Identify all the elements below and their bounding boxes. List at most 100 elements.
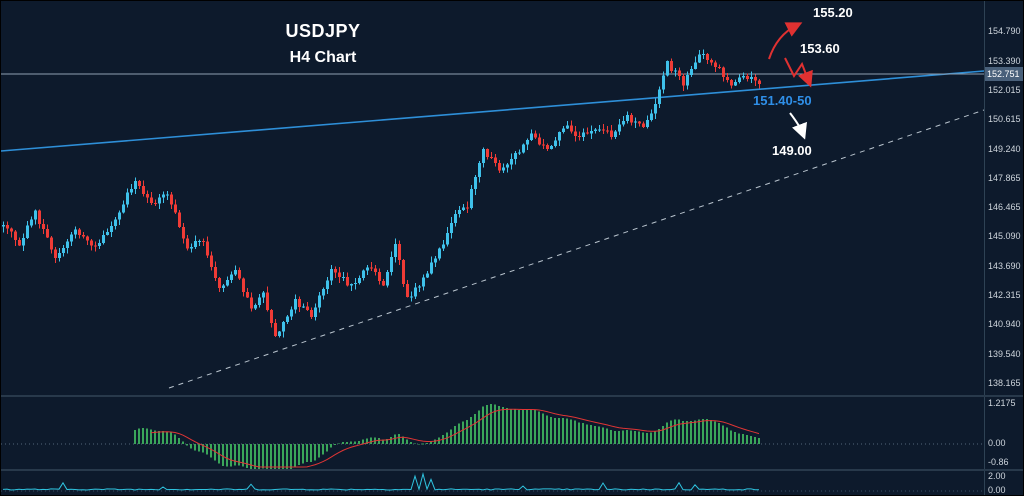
price-axis-label: 138.165	[988, 378, 1021, 388]
macd-histogram-bar	[562, 418, 564, 444]
macd-histogram-bar	[278, 444, 280, 469]
candle-body	[218, 278, 221, 289]
macd-histogram-bar	[306, 444, 308, 463]
candle-body	[62, 248, 65, 254]
candle-body	[222, 285, 225, 289]
macd-histogram-bar	[346, 441, 348, 444]
macd-histogram-bar	[174, 434, 176, 444]
candle-body	[346, 277, 349, 286]
macd-histogram-bar	[202, 444, 204, 453]
macd-histogram-bar	[478, 410, 480, 444]
candle-body	[154, 203, 157, 205]
candle-body	[570, 125, 573, 132]
candle-body	[290, 309, 293, 317]
candle-body	[150, 197, 153, 204]
macd-histogram-bar	[738, 433, 740, 444]
macd-histogram-bar	[482, 406, 484, 444]
macd-histogram-bar	[462, 421, 464, 444]
candle-body	[590, 131, 593, 134]
candle-body	[230, 274, 233, 280]
macd-histogram-bar	[490, 404, 492, 444]
macd-histogram-bar	[670, 420, 672, 444]
candle-body	[6, 224, 9, 229]
candle-body	[310, 309, 313, 317]
candle-body	[710, 59, 713, 63]
macd-histogram-bar	[142, 428, 144, 444]
candle-body	[466, 207, 469, 209]
candle-body	[606, 130, 609, 132]
macd-histogram-bar	[470, 417, 472, 444]
candle-body	[750, 76, 753, 79]
candle-body	[146, 194, 149, 198]
macd-histogram-bar	[358, 440, 360, 444]
candle-body	[450, 222, 453, 233]
candle-body	[578, 135, 581, 137]
macd-histogram-bar	[714, 421, 716, 444]
long-term-dashed-trendline	[168, 109, 984, 389]
candle-body	[270, 309, 273, 324]
macd-histogram-bar	[226, 444, 228, 467]
candle-body	[266, 292, 269, 310]
candle-body	[254, 305, 257, 309]
candle-body	[442, 244, 445, 249]
macd-histogram-bar	[734, 432, 736, 444]
candle-body	[10, 228, 13, 232]
candle-body	[646, 119, 649, 128]
panel-resize-handle[interactable]	[1, 395, 1023, 397]
price-axis-label: 146.465	[988, 202, 1021, 213]
macd-histogram-bar	[594, 425, 596, 444]
macd-histogram-bar	[266, 444, 268, 469]
candle-body	[486, 149, 489, 158]
candle-body	[98, 242, 101, 247]
candle-body	[462, 207, 465, 211]
macd-histogram-bar	[694, 420, 696, 444]
candle-body	[110, 226, 113, 233]
macd-histogram-bar	[410, 442, 412, 444]
candle-body	[362, 270, 365, 279]
candle-body	[394, 244, 397, 258]
panel-resize-handle[interactable]	[1, 469, 1023, 471]
macd-histogram-bar	[474, 414, 476, 444]
macd-histogram-bar	[602, 427, 604, 444]
candle-body	[614, 131, 617, 137]
price-axis-label: 154.790	[988, 26, 1021, 36]
macd-histogram-bar	[434, 439, 436, 444]
candle-body	[686, 74, 689, 86]
candle-body	[198, 240, 201, 242]
candle-body	[126, 192, 129, 205]
macd-histogram-bar	[286, 444, 288, 469]
candle-body	[90, 240, 93, 246]
macd-histogram-bar	[190, 444, 192, 449]
macd-histogram-bar	[566, 418, 568, 444]
candle-body	[318, 295, 321, 308]
candle-body	[406, 283, 409, 297]
candle-body	[138, 180, 141, 187]
candle-body	[474, 176, 477, 190]
macd-histogram-bar	[294, 444, 296, 467]
macd-histogram-bar	[746, 435, 748, 444]
indicator-scale-label: 1.2175	[988, 398, 1016, 408]
macd-histogram-bar	[530, 409, 532, 444]
candle-body	[402, 260, 405, 284]
price-axis-label: 147.865	[988, 172, 1021, 183]
bottom-indicator-panel[interactable]	[1, 471, 984, 495]
macd-histogram-bar	[210, 444, 212, 458]
candle-body	[38, 210, 41, 225]
macd-histogram-bar	[526, 409, 528, 444]
macd-histogram-bar	[158, 430, 160, 444]
macd-histogram-bar	[686, 421, 688, 444]
macd-histogram-bar	[134, 429, 136, 444]
candle-body	[194, 240, 197, 248]
macd-histogram-bar	[590, 425, 592, 444]
macd-indicator-panel[interactable]	[1, 397, 984, 469]
macd-histogram-bar	[238, 444, 240, 466]
macd-histogram-bar	[198, 444, 200, 452]
candle-body	[202, 240, 205, 242]
macd-histogram-bar	[262, 444, 264, 469]
candle-body	[498, 163, 501, 171]
price-axis-label: 150.615	[988, 114, 1021, 125]
candle-body	[754, 76, 757, 81]
candle-body	[610, 130, 613, 137]
price-chart-canvas[interactable]	[1, 1, 984, 395]
candle-body	[410, 296, 413, 298]
